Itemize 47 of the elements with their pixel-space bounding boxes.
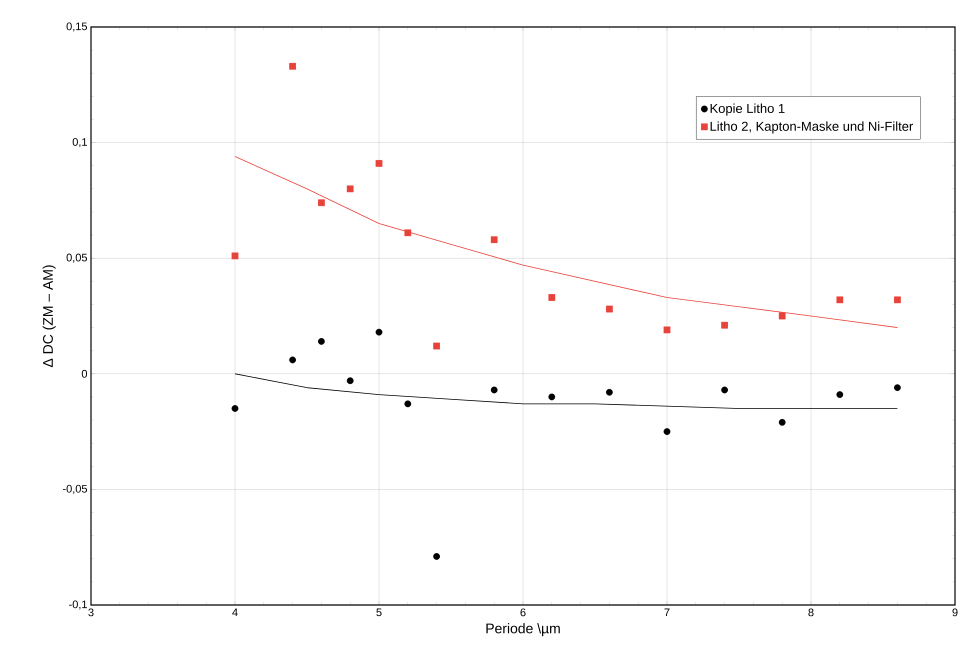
point [289, 356, 296, 364]
x-axis-title: Periode \µm [486, 623, 560, 636]
y-tick-label: -0,1 [69, 600, 87, 610]
point [836, 391, 844, 398]
point [232, 405, 238, 412]
x-tick-label: 4 [232, 608, 238, 616]
y-tick-label: 0 [82, 370, 88, 378]
legend-label: Litho 2, Kapton-Maske und Ni-Filter [710, 121, 914, 134]
point [376, 328, 382, 336]
x-tick-label: 7 [664, 608, 670, 616]
x-tick-label: 3 [88, 608, 94, 616]
x-tick-label: 6 [520, 608, 526, 616]
point [778, 312, 786, 320]
point [318, 199, 325, 206]
y-axis-title: Δ DC (ZM – AM) [42, 265, 56, 368]
point [232, 252, 238, 260]
y-tick-label: 0,05 [66, 254, 88, 263]
point [721, 322, 728, 329]
point [836, 296, 844, 304]
y-tick-label: 0,15 [66, 22, 88, 32]
point [433, 342, 440, 350]
point [664, 428, 670, 435]
point [664, 326, 670, 334]
point [346, 185, 354, 192]
point [404, 229, 412, 236]
legend-label: Kopie Litho 1 [710, 104, 785, 116]
point [289, 62, 296, 70]
point [404, 400, 412, 408]
x-tick-label: 9 [952, 608, 958, 616]
point [778, 418, 786, 426]
point [548, 394, 556, 400]
point [548, 294, 556, 301]
point [606, 388, 613, 396]
point [318, 338, 325, 345]
y-tick-label: -0,05 [62, 484, 88, 494]
point [376, 160, 382, 167]
x-tick-label: 5 [376, 608, 382, 616]
point [606, 306, 613, 312]
point [894, 384, 901, 392]
point [433, 553, 440, 560]
point [490, 386, 498, 394]
point [346, 377, 354, 384]
x-tick-label: 8 [808, 608, 814, 616]
point [721, 386, 728, 394]
point [490, 236, 498, 244]
y-tick-label: 0,1 [72, 138, 87, 148]
point [894, 296, 901, 304]
